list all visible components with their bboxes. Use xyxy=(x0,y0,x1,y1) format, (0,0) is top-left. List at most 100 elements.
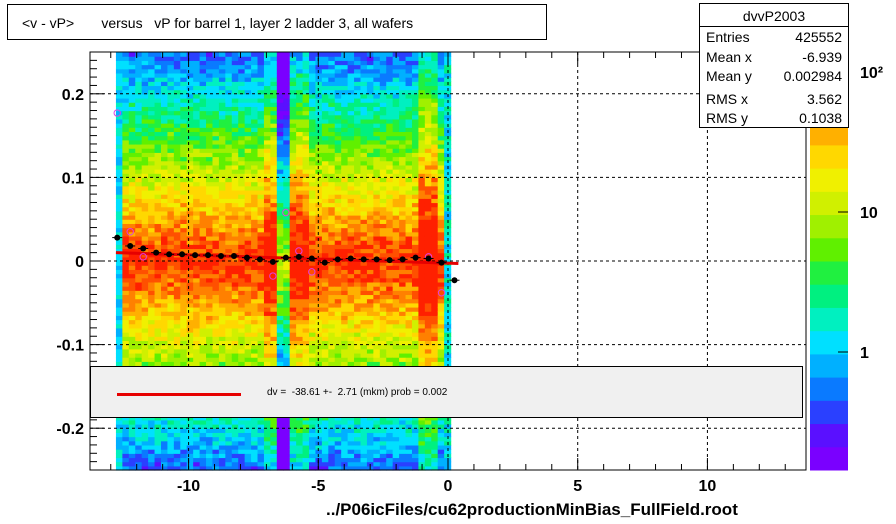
heatmap-cell xyxy=(424,164,432,170)
heatmap-cell xyxy=(431,453,439,459)
heatmap-cell xyxy=(289,202,297,208)
heatmap-cell xyxy=(418,114,426,120)
heatmap-cell xyxy=(199,265,207,270)
heatmap-cell xyxy=(212,169,220,174)
heatmap-cell xyxy=(379,449,387,454)
heatmap-cell xyxy=(128,348,136,354)
heatmap-cell xyxy=(180,93,188,99)
heatmap-cell xyxy=(231,361,239,367)
heatmap-cell xyxy=(418,415,426,421)
heatmap-cell xyxy=(238,453,246,459)
heatmap-cell xyxy=(225,123,233,128)
heatmap-cell xyxy=(231,449,239,454)
heatmap-cell xyxy=(148,440,156,446)
heatmap-cell xyxy=(392,118,400,124)
heatmap-cell xyxy=(386,457,394,463)
heatmap-cell xyxy=(411,223,420,229)
heatmap-cell xyxy=(392,319,400,325)
heatmap-cell xyxy=(257,185,265,191)
heatmap-cell xyxy=(289,118,297,124)
heatmap-cell xyxy=(328,286,336,291)
heatmap-cell xyxy=(321,277,329,283)
heatmap-cell xyxy=(238,106,246,112)
heatmap-cell xyxy=(315,298,323,304)
heatmap-cell xyxy=(289,148,297,153)
heatmap-cell xyxy=(225,181,233,187)
heatmap-cell xyxy=(128,340,136,346)
heatmap-cell xyxy=(328,206,336,212)
heatmap-cell xyxy=(154,327,162,333)
heatmap-cell xyxy=(244,56,252,61)
heatmap-cell xyxy=(193,269,201,275)
heatmap-cell xyxy=(315,139,323,145)
heatmap-cell xyxy=(270,85,278,91)
heatmap-cell xyxy=(283,139,291,145)
heatmap-cell xyxy=(218,131,226,137)
heatmap-cell xyxy=(276,465,284,471)
heatmap-cell xyxy=(154,315,162,321)
heatmap-cell xyxy=(270,306,278,312)
heatmap-cell xyxy=(199,357,207,362)
heatmap-cell xyxy=(366,64,374,70)
heatmap-cell xyxy=(257,240,265,245)
heatmap-cell xyxy=(302,340,310,346)
heatmap-cell xyxy=(231,169,239,174)
heatmap-cell xyxy=(373,357,381,362)
heatmap-cell xyxy=(373,286,381,291)
heatmap-cell xyxy=(160,160,169,166)
heatmap-cell xyxy=(263,164,271,170)
heatmap-cell xyxy=(392,352,400,358)
heatmap-cell xyxy=(399,235,407,241)
heatmap-cell xyxy=(263,198,271,204)
heatmap-cell xyxy=(366,449,374,454)
heatmap-cell xyxy=(193,131,201,137)
heatmap-cell xyxy=(225,332,233,337)
heatmap-cell xyxy=(386,352,394,358)
heatmap-cell xyxy=(276,424,284,429)
heatmap-cell xyxy=(276,181,284,187)
heatmap-cell xyxy=(193,273,201,279)
heatmap-cell xyxy=(405,440,413,446)
heatmap-cell xyxy=(199,453,207,459)
heatmap-cell xyxy=(193,110,201,116)
heatmap-cell xyxy=(225,240,233,245)
heatmap-cell xyxy=(173,110,181,116)
heatmap-cell xyxy=(193,277,201,283)
heatmap-cell xyxy=(431,290,439,296)
heatmap-cell xyxy=(251,131,259,137)
heatmap-cell xyxy=(302,110,310,116)
heatmap-cell xyxy=(238,248,246,254)
heatmap-cell xyxy=(231,461,239,467)
heatmap-cell xyxy=(212,235,220,241)
heatmap-cell xyxy=(354,269,362,275)
heatmap-cell xyxy=(418,106,426,112)
heatmap-cell xyxy=(225,185,233,191)
heatmap-cell xyxy=(173,127,181,133)
heatmap-cell xyxy=(115,227,123,233)
heatmap-cell xyxy=(411,444,420,450)
heatmap-cell xyxy=(347,173,355,178)
heatmap-cell xyxy=(289,181,297,187)
heatmap-cell xyxy=(289,160,297,166)
heatmap-cell xyxy=(160,256,169,262)
heatmap-cell xyxy=(276,265,284,270)
heatmap-cell xyxy=(399,273,407,279)
heatmap-cell xyxy=(347,164,355,170)
heatmap-cell xyxy=(334,436,342,442)
heatmap-cell xyxy=(360,352,368,358)
heatmap-cell xyxy=(244,85,252,91)
heatmap-cell xyxy=(405,152,413,158)
heatmap-cell xyxy=(193,424,201,429)
heatmap-cell xyxy=(289,319,297,325)
heatmap-cell xyxy=(115,68,123,74)
heatmap-cell xyxy=(354,139,362,145)
heatmap-cell xyxy=(225,160,233,166)
heatmap-cell xyxy=(276,461,284,467)
heatmap-cell xyxy=(115,64,123,70)
heatmap-cell xyxy=(424,248,432,254)
heatmap-cell xyxy=(411,210,420,216)
heatmap-cell xyxy=(257,148,265,153)
heatmap-cell xyxy=(399,290,407,296)
heatmap-cell xyxy=(321,281,329,287)
heatmap-cell xyxy=(309,302,317,308)
